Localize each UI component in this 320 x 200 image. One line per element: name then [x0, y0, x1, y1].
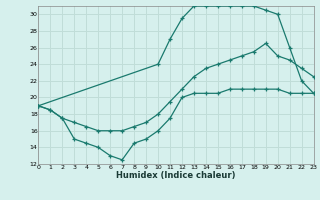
X-axis label: Humidex (Indice chaleur): Humidex (Indice chaleur): [116, 171, 236, 180]
